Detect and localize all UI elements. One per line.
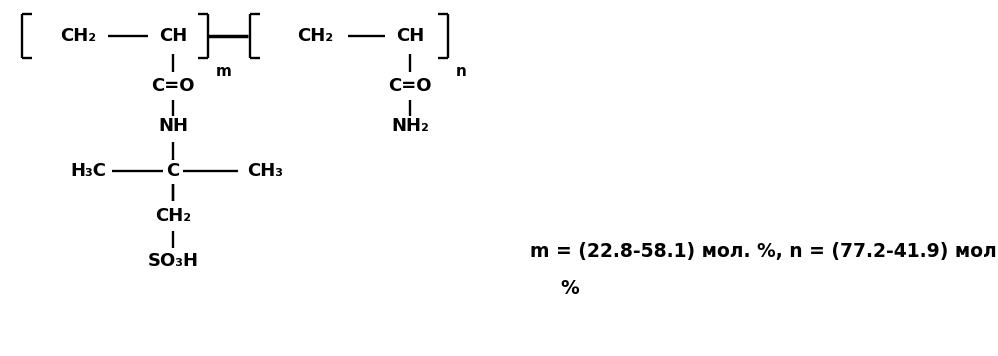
Text: n: n [456, 64, 467, 79]
Text: CH: CH [396, 27, 424, 45]
Text: %: % [560, 278, 579, 298]
Text: CH₂: CH₂ [155, 207, 191, 225]
Text: CH₂: CH₂ [60, 27, 96, 45]
Text: m: m [216, 64, 232, 79]
Text: C: C [167, 162, 180, 180]
Text: NH₂: NH₂ [391, 117, 429, 135]
Text: CH: CH [159, 27, 187, 45]
Text: CH₃: CH₃ [247, 162, 283, 180]
Text: NH: NH [158, 117, 188, 135]
Text: m = (22.8-58.1) мол. %, n = (77.2-41.9) мол.: m = (22.8-58.1) мол. %, n = (77.2-41.9) … [530, 241, 998, 261]
Text: C=O: C=O [388, 77, 432, 95]
Text: SO₃H: SO₃H [148, 252, 199, 270]
Text: CH₂: CH₂ [297, 27, 333, 45]
Text: H₃C: H₃C [70, 162, 106, 180]
Text: C=O: C=O [152, 77, 195, 95]
